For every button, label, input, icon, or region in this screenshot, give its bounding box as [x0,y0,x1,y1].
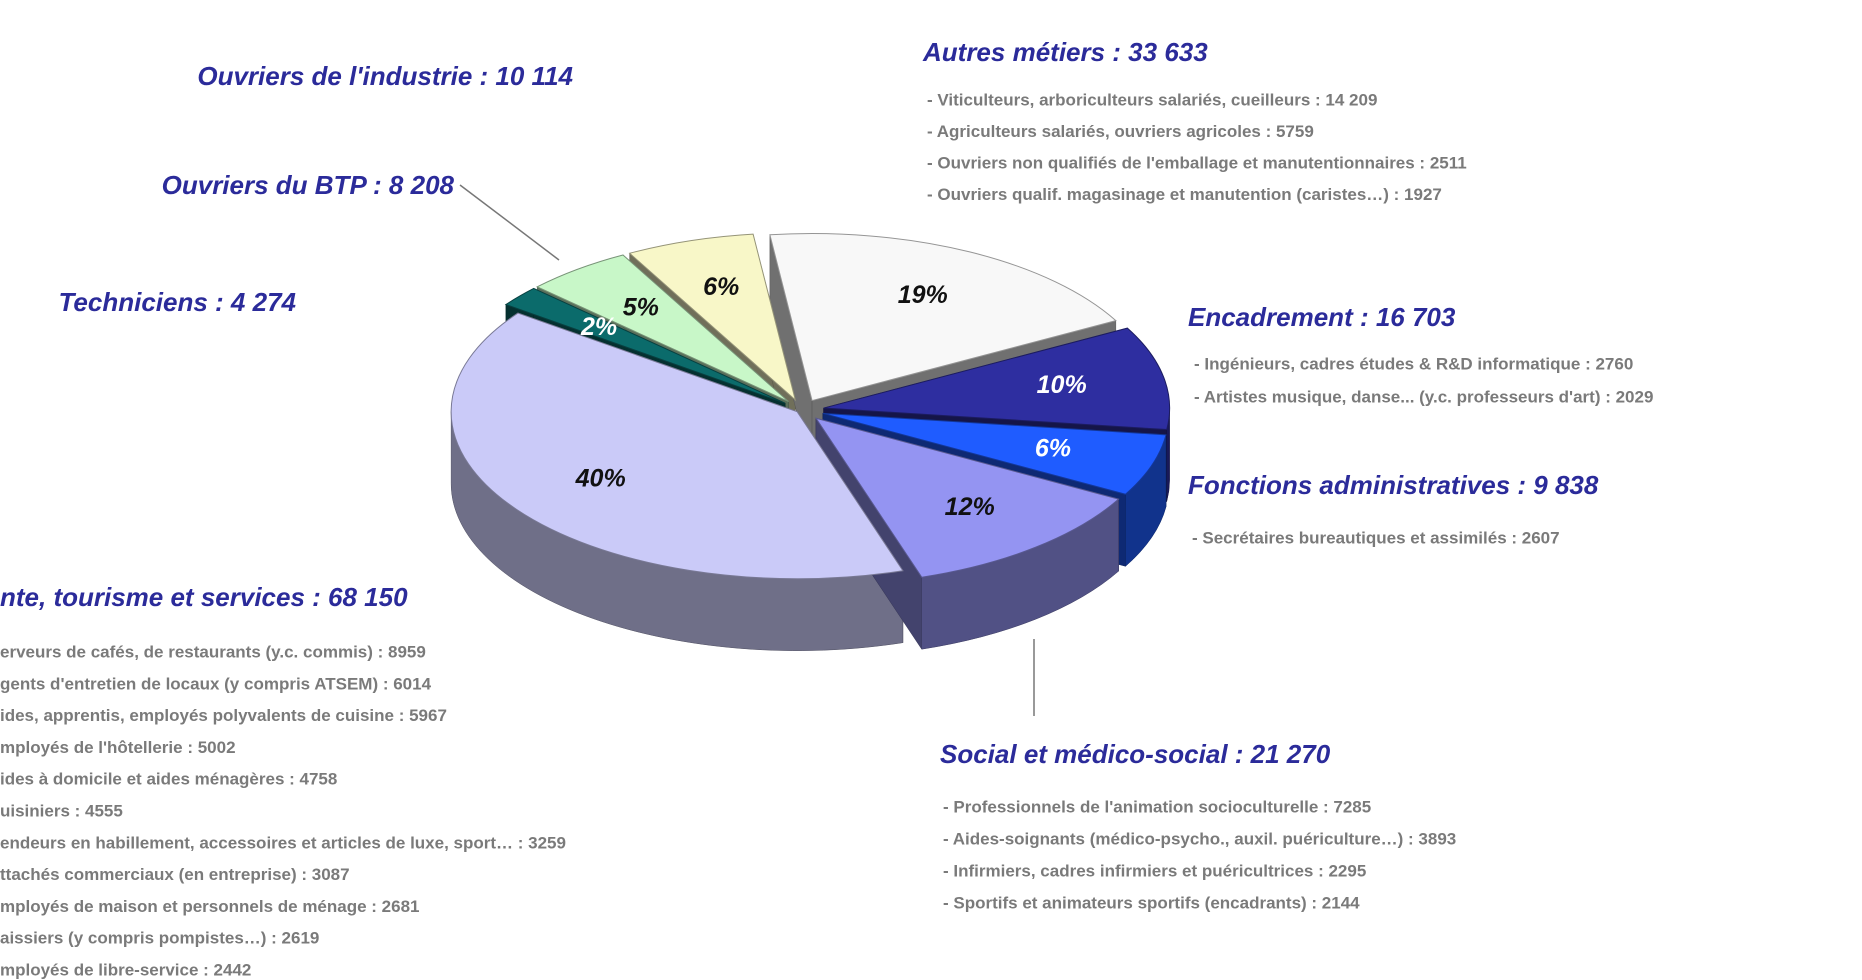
group-item: - Ouvriers non qualifiés de l'emballage … [927,153,1467,172]
group-item: ides à domicile et aides ménagères : 475… [0,770,337,789]
group-item: endeurs en habillement, accessoires et a… [0,833,566,852]
group-item: ides, apprentis, employés polyvalents de… [0,706,447,725]
group-item: - Sportifs et animateurs sportifs (encad… [943,893,1360,912]
group-item: - Artistes musique, danse... (y.c. profe… [1194,387,1653,406]
group-item: - Infirmiers, cadres infirmiers et puéri… [943,861,1366,880]
group-item: erveurs de cafés, de restaurants (y.c. c… [0,642,426,661]
value-label: 12% [945,493,995,521]
group-title: Social et médico-social : 21 270 [940,739,1331,769]
value-label: 10% [1037,371,1087,399]
leader-line [460,185,559,260]
group-item: - Secrétaires bureautiques et assimilés … [1192,528,1560,547]
group-title: Ouvriers du BTP : 8 208 [162,170,455,200]
group-title: Fonctions administratives : 9 838 [1188,470,1599,500]
group-title: Ouvriers de l'industrie : 10 114 [197,61,573,91]
group-item: - Aides-soignants (médico-psycho., auxil… [943,829,1456,848]
group-title: Autres métiers : 33 633 [922,37,1208,67]
value-label: 40% [575,465,626,493]
value-label: 6% [703,273,739,301]
group-item: ttachés commerciaux (en entreprise) : 30… [0,865,350,884]
group-item: - Ouvriers qualif. magasinage et manuten… [927,185,1442,204]
value-label: 19% [898,281,948,309]
group-item: aissiers (y compris pompistes…) : 2619 [0,929,319,948]
chart: Ouvriers de l'industrie : 10 114 Ouvriers… [0,0,1862,980]
group-item: uisiniers : 4555 [0,801,123,820]
group-item: - Ingénieurs, cadres études & R&D inform… [1194,354,1633,373]
group-item: mployés de libre-service : 2442 [0,960,251,979]
group-title: Encadrement : 16 703 [1188,302,1456,332]
group-item: - Professionnels de l'animation sociocul… [943,797,1371,816]
value-label: 6% [1035,434,1071,462]
group-item: mployés de maison et personnels de ménag… [0,897,420,916]
group-item: - Agriculteurs salariés, ouvriers agrico… [927,122,1314,141]
group-title: Techniciens : 4 274 [59,287,297,317]
group-item: mployés de l'hôtellerie : 5002 [0,738,236,757]
group-title: nte, tourisme et services : 68 150 [0,582,408,612]
group-item: gents d'entretien de locaux (y compris A… [0,674,432,693]
group-item: - Viticulteurs, arboriculteurs salariés,… [927,90,1377,109]
value-label: 2% [580,313,617,341]
value-label: 5% [623,294,659,322]
